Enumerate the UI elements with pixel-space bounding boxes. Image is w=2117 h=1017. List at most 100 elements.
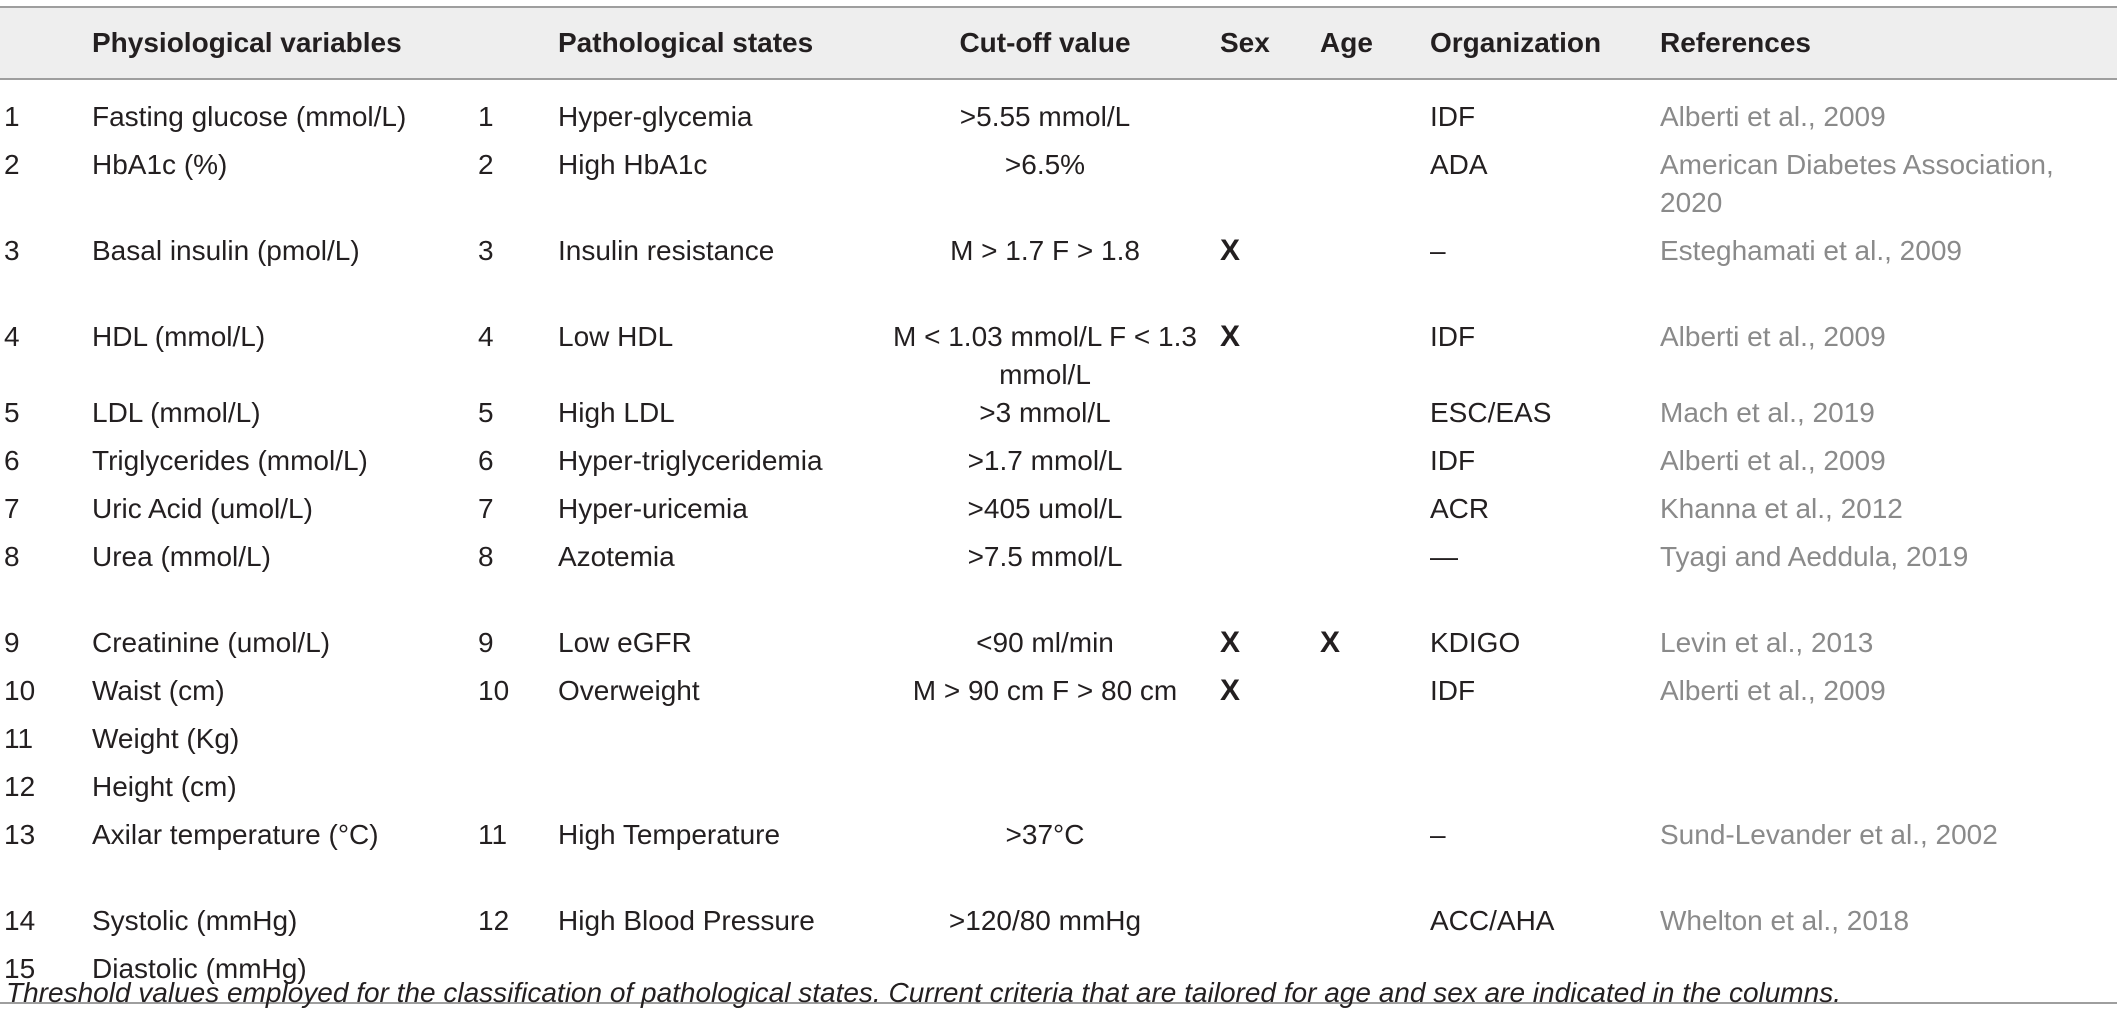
table-body: 1 Fasting glucose (mmol/L) 1 Hyper-glycemia… <box>0 79 2117 1004</box>
table-row: 5 LDL (mmol/L) 5 High LDL >3 mmol/L ESC/EAS Ma… <box>0 394 2117 442</box>
variable-number: 12 <box>4 771 36 802</box>
physiological-variable: Uric Acid (umol/L) <box>92 493 313 524</box>
physiological-variable: HDL (mmol/L) <box>92 321 266 352</box>
reference: Alberti et al., 2009 <box>1660 445 1886 476</box>
state-number: 4 <box>478 321 494 352</box>
state-number <box>478 950 558 1004</box>
age-marker <box>1320 79 1430 146</box>
state-number: 9 <box>478 627 494 658</box>
sex-marker <box>1220 146 1320 232</box>
variable-number: 13 <box>4 819 36 850</box>
sex-marker <box>1220 768 1320 816</box>
thresholds-table: Physiological variables Pathological sta… <box>0 6 2117 1004</box>
table-caption: Threshold values employed for the classi… <box>6 977 1841 1008</box>
state-number: 6 <box>478 445 494 476</box>
reference: Alberti et al., 2009 <box>1660 675 1886 706</box>
table-row: 7 Uric Acid (umol/L) 7 Hyper-uricemia >405 u… <box>0 490 2117 538</box>
pathological-state: High LDL <box>558 397 675 428</box>
table-row: 15 Diastolic (mmHg) <box>0 950 2117 1004</box>
table-row: 3 Basal insulin (pmol/L) 3 Insulin resistan… <box>0 232 2117 318</box>
physiological-variable: Urea (mmol/L) <box>92 541 271 572</box>
organization: IDF <box>1430 101 1476 132</box>
organization <box>1430 950 1660 1004</box>
age-marker <box>1320 232 1430 318</box>
state-number: 8 <box>478 541 494 572</box>
sex-marker: X <box>1220 626 1241 659</box>
table-row: 6 Triglycerides (mmol/L) 6 Hyper-triglyceri… <box>0 442 2117 490</box>
organization: ADA <box>1430 149 1488 180</box>
pathological-state: Hyper-glycemia <box>558 101 753 132</box>
table-row: 14 Systolic (mmHg) 12 High Blood Pressure >1… <box>0 902 2117 950</box>
pathological-state <box>558 950 870 1004</box>
header-pathological-states: Pathological states <box>558 6 870 80</box>
header-references: References <box>1660 6 2117 80</box>
variable-number: 11 <box>4 723 34 754</box>
physiological-variable: Triglycerides (mmol/L) <box>92 445 368 476</box>
variable-number: 9 <box>4 627 20 658</box>
organization: IDF <box>1430 675 1476 706</box>
age-marker <box>1320 950 1430 1004</box>
age-marker <box>1320 720 1430 768</box>
age-marker <box>1320 394 1430 442</box>
organization: — <box>1430 541 1458 572</box>
age-marker <box>1320 672 1430 720</box>
pathological-state: Overweight <box>558 675 700 706</box>
reference <box>1660 720 2117 768</box>
age-marker <box>1320 318 1430 394</box>
organization <box>1430 720 1660 768</box>
state-number <box>478 768 558 816</box>
physiological-variable: Fasting glucose (mmol/L) <box>92 101 407 132</box>
age-marker <box>1320 902 1430 950</box>
age-marker <box>1320 768 1430 816</box>
reference: Alberti et al., 2009 <box>1660 321 1886 352</box>
organization: – <box>1430 819 1446 850</box>
reference: Mach et al., 2019 <box>1660 397 1875 428</box>
header-snum <box>478 6 558 80</box>
physiological-variable: HbA1c (%) <box>92 149 228 180</box>
state-number: 11 <box>478 819 508 850</box>
cutoff-value: M > 1.7 F > 1.8 <box>950 235 1140 266</box>
sex-marker <box>1220 442 1320 490</box>
cutoff-value: M > 90 cm F > 80 cm <box>912 675 1178 706</box>
pathological-state: Insulin resistance <box>558 235 775 266</box>
sex-marker <box>1220 720 1320 768</box>
state-number: 1 <box>478 101 494 132</box>
reference: Tyagi and Aeddula, 2019 <box>1660 541 1969 572</box>
reference: Sund-Levander et al., 2002 <box>1660 819 1998 850</box>
sex-marker <box>1220 538 1320 624</box>
state-number: 3 <box>478 235 494 266</box>
cutoff-value: <90 ml/min <box>976 627 1114 658</box>
sex-marker <box>1220 902 1320 950</box>
header-organization: Organization <box>1430 6 1660 80</box>
reference <box>1660 950 2117 1004</box>
header-vnum <box>0 6 92 80</box>
reference: Whelton et al., 2018 <box>1660 905 1910 936</box>
physiological-variable: Systolic (mmHg) <box>92 905 298 936</box>
reference: Khanna et al., 2012 <box>1660 493 1903 524</box>
physiological-variable: Weight (Kg) <box>92 723 240 754</box>
state-number: 10 <box>478 675 510 706</box>
pathological-state <box>558 768 870 816</box>
variable-number: 14 <box>4 905 36 936</box>
age-marker: X <box>1320 626 1341 659</box>
sex-marker <box>1220 816 1320 902</box>
variable-number: 7 <box>4 493 20 524</box>
physiological-variable: Axilar temperature (°C) <box>92 819 379 850</box>
table-row: 2 HbA1c (%) 2 High HbA1c >6.5% ADA American Di… <box>0 146 2117 232</box>
physiological-variable: Diastolic (mmHg) <box>92 950 478 1004</box>
table-row: 12 Height (cm) <box>0 768 2117 816</box>
table-row: 13 Axilar temperature (°C) 11 High Temperat… <box>0 816 2117 902</box>
physiological-variable: Basal insulin (pmol/L) <box>92 235 360 266</box>
pathological-state <box>558 720 870 768</box>
table-row: 11 Weight (Kg) <box>0 720 2117 768</box>
variable-number: 4 <box>4 321 20 352</box>
organization: ACR <box>1430 493 1490 524</box>
variable-number: 6 <box>4 445 20 476</box>
cutoff-value: >3 mmol/L <box>979 397 1111 428</box>
cutoff-value <box>870 950 1220 1004</box>
sex-marker <box>1220 79 1320 146</box>
cutoff-value: >1.7 mmol/L <box>967 445 1123 476</box>
pathological-state: Azotemia <box>558 541 675 572</box>
reference <box>1660 768 2117 816</box>
header-sex: Sex <box>1220 6 1320 80</box>
